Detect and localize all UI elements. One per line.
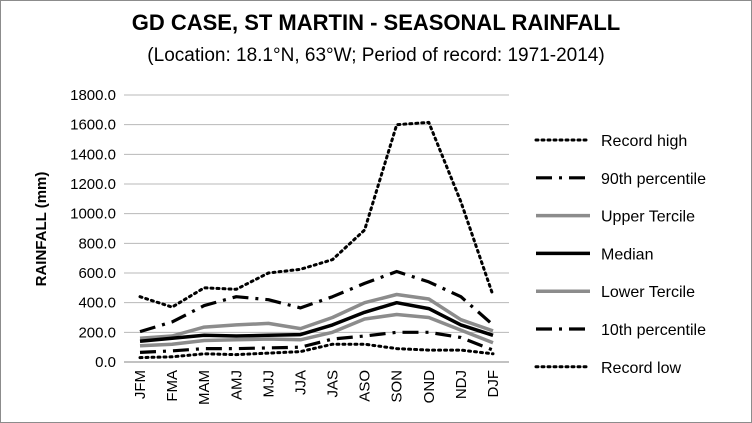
- x-tick-label: JFM: [132, 370, 149, 399]
- legend-label: Lower Tercile: [601, 284, 695, 301]
- series-line-upper-tercile: [139, 292, 494, 341]
- y-tick-label: 1400.0: [70, 146, 116, 163]
- legend-label: Record low: [601, 360, 681, 377]
- series-line-record-high: [138, 120, 495, 309]
- legend: Record high 90th percentile Upper Tercile M…: [534, 133, 706, 377]
- y-tick-label: 1200.0: [70, 176, 116, 193]
- series-line-record-low: [138, 342, 495, 360]
- x-tick-label: SON: [389, 370, 406, 403]
- x-tick-label: DJF: [485, 370, 502, 398]
- y-tick-label: 800.0: [78, 235, 116, 252]
- x-tick-label: OND: [421, 370, 438, 404]
- y-tick-label: 0.0: [95, 354, 116, 371]
- legend-label: 90th percentile: [601, 171, 706, 188]
- y-tick-labels: 0.0 200.0 400.0 600.0 800.0 1000.0 1200.0 1400.…: [70, 87, 116, 371]
- legend-label: Median: [601, 246, 653, 263]
- series-line-median: [139, 300, 494, 343]
- x-tick-label: MAM: [196, 370, 213, 405]
- legend-label: Record high: [601, 133, 687, 150]
- series-line-lower-tercile: [139, 312, 494, 348]
- x-tick-label: NDJ: [453, 370, 470, 399]
- chart-title: GD CASE, ST MARTIN - SEASONAL RAINFALL: [132, 10, 621, 35]
- chart-subtitle: (Location: 18.1°N, 63°W; Period of recor…: [147, 45, 604, 66]
- x-tick-labels: JFM FMA MAM AMJ MJJ JJA JAS ASO SON OND NDJ DJF: [132, 370, 502, 405]
- series-line-90th-percentile: [139, 269, 495, 334]
- x-tick-label: AMJ: [228, 370, 245, 400]
- x-tick-label: MJJ: [260, 370, 277, 398]
- y-axis-label: RAINFALL (mm): [33, 172, 50, 287]
- y-tick-label: 400.0: [78, 295, 116, 312]
- y-tick-label: 1600.0: [70, 117, 116, 134]
- series-lines: [138, 120, 495, 360]
- x-tick-label: ASO: [357, 370, 374, 402]
- y-tick-label: 1000.0: [70, 206, 116, 223]
- y-tick-label: 600.0: [78, 265, 116, 282]
- x-tick-label: JAS: [325, 370, 342, 398]
- x-tick-label: JJA: [292, 370, 309, 395]
- legend-label: Upper Tercile: [601, 209, 695, 226]
- y-tick-label: 1800.0: [70, 87, 116, 104]
- series-line-10th-percentile: [139, 330, 494, 354]
- y-tick-label: 200.0: [78, 324, 116, 341]
- legend-label: 10th percentile: [601, 322, 706, 339]
- x-tick-label: FMA: [164, 370, 181, 402]
